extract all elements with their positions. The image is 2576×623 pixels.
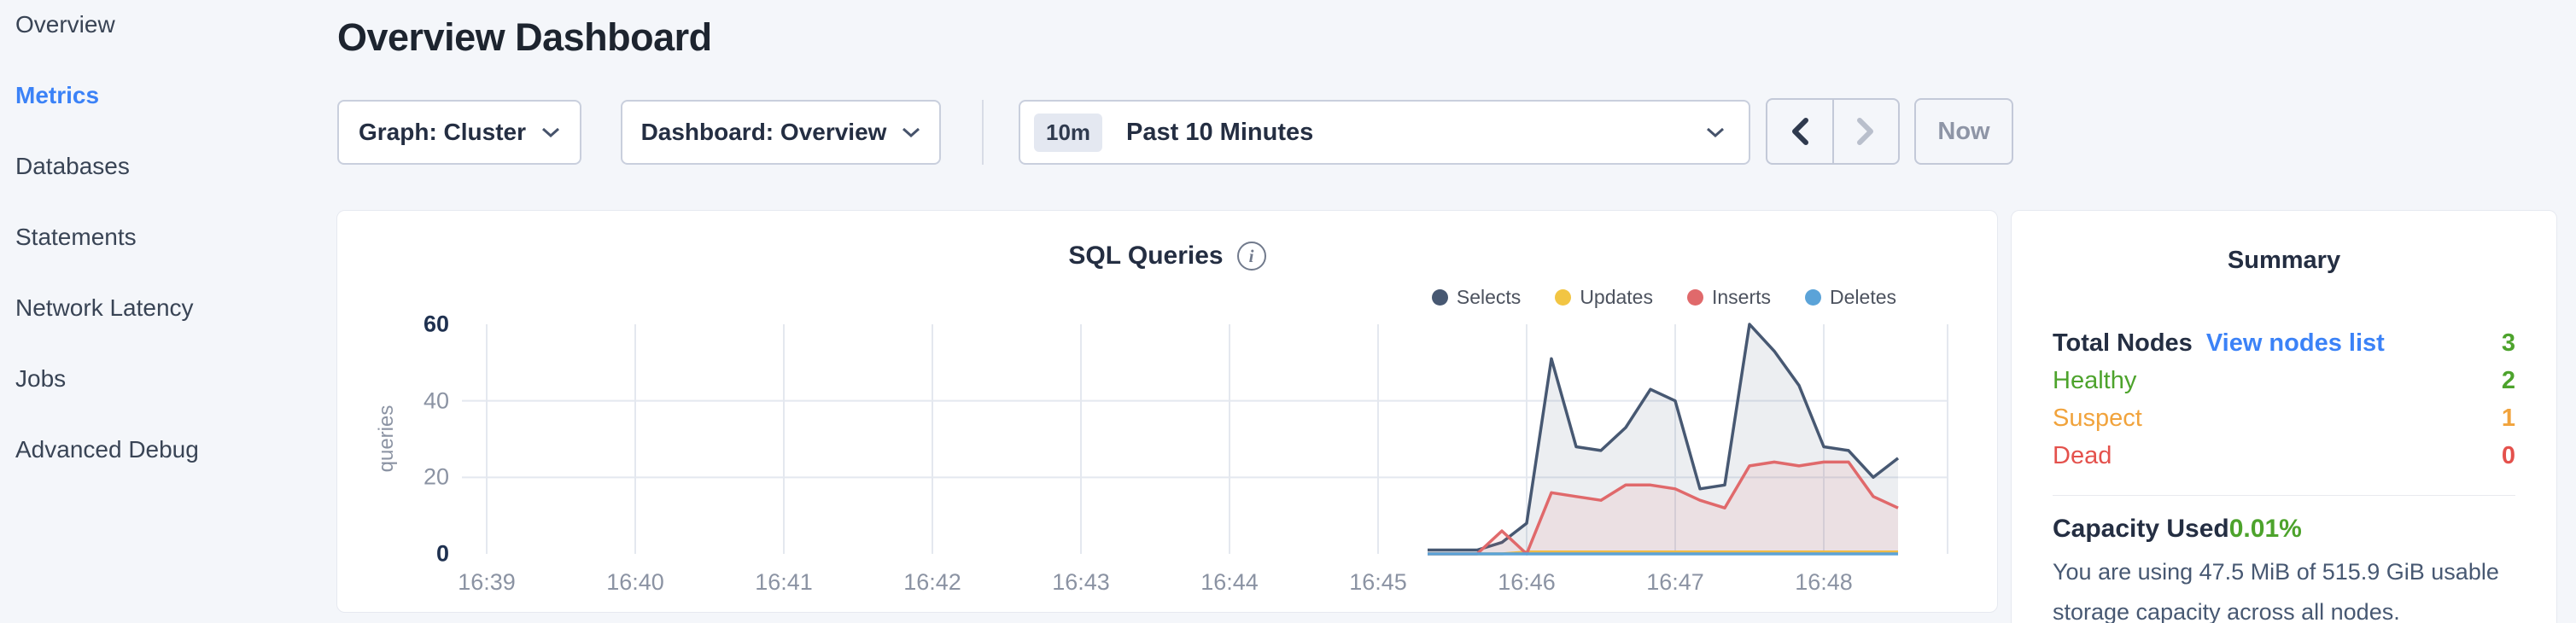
- chart-legend: Selects Updates Inserts Deletes: [1431, 286, 1896, 309]
- time-previous-button[interactable]: [1767, 100, 1832, 163]
- y-tick-label: 20: [423, 463, 449, 490]
- summary-row-healthy: Healthy 2: [2053, 362, 2515, 399]
- summary-row-suspect: Suspect 1: [2053, 399, 2515, 437]
- x-tick-label: 16:48: [1795, 569, 1853, 595]
- dashboard-dropdown-label: Dashboard: Overview: [640, 119, 887, 145]
- sidebar-item-advanced-debug[interactable]: Advanced Debug: [15, 436, 199, 463]
- graph-dropdown-label: Graph: Cluster: [358, 119, 527, 145]
- summary-divider: [2053, 495, 2515, 496]
- capacity-used-value: 0.01%: [2228, 515, 2302, 543]
- capacity-description: You are using 47.5 MiB of 515.9 GiB usab…: [2053, 559, 2499, 623]
- summary-panel: Summary Total Nodes View nodes list 3 He…: [2011, 210, 2557, 623]
- x-tick-label: 16:42: [903, 569, 961, 595]
- chart-title: SQL Queries: [1068, 242, 1224, 270]
- x-tick-label: 16:47: [1646, 569, 1704, 595]
- info-icon[interactable]: i: [1236, 242, 1266, 271]
- dead-value: 0: [2501, 441, 2515, 469]
- chevron-down-icon: [902, 127, 920, 138]
- view-nodes-list-link[interactable]: View nodes list: [2205, 329, 2385, 357]
- total-nodes-label: Total Nodes: [2053, 329, 2193, 357]
- sidebar-item-databases[interactable]: Databases: [15, 153, 130, 179]
- plot-area[interactable]: [462, 323, 1948, 556]
- summary-row-dead: Dead 0: [2053, 437, 2515, 475]
- legend-dot: [1431, 289, 1448, 306]
- chevron-down-icon: [542, 127, 560, 138]
- x-tick-label: 16:43: [1052, 569, 1110, 595]
- y-tick-label: 60: [423, 311, 449, 337]
- time-step-buttons: [1766, 98, 1900, 165]
- legend-item-inserts: Inserts: [1686, 286, 1771, 309]
- sql-queries-chart-panel: SQL Queries i Selects Updates Inserts Delet…: [336, 210, 1998, 613]
- y-axis-title: queries: [375, 405, 398, 473]
- sidebar-item-statements[interactable]: Statements: [15, 224, 137, 250]
- x-tick-label: 16:46: [1498, 569, 1556, 595]
- capacity-used-label: Capacity Used: [2053, 515, 2229, 543]
- toolbar-divider: [982, 100, 984, 165]
- summary-row-total-nodes: Total Nodes View nodes list 3: [2053, 324, 2515, 362]
- legend-item-deletes: Deletes: [1805, 286, 1896, 309]
- legend-dot: [1555, 289, 1572, 306]
- chevron-down-icon: [1707, 127, 1724, 138]
- y-tick-label: 0: [435, 540, 449, 567]
- summary-title: Summary: [2227, 247, 2341, 274]
- x-axis-labels: 16:39 16:40 16:41 16:42 16:43 16:44 16:45 16:46…: [458, 569, 1948, 598]
- x-tick-label: 16:41: [755, 569, 813, 595]
- sidebar-item-overview[interactable]: Overview: [15, 11, 115, 38]
- y-tick-label: 40: [423, 387, 449, 414]
- suspect-value: 1: [2501, 404, 2515, 432]
- chevron-left-icon: [1791, 118, 1808, 145]
- page-title: Overview Dashboard: [337, 15, 712, 59]
- time-range-badge: 10m: [1034, 113, 1103, 152]
- chevron-right-icon: [1857, 118, 1874, 145]
- now-button[interactable]: Now: [1914, 98, 2013, 165]
- legend-item-updates: Updates: [1555, 286, 1653, 309]
- sidebar: Overview Metrics Databases Statements Ne…: [0, 0, 333, 623]
- x-tick-label: 16:39: [458, 569, 516, 595]
- legend-dot: [1805, 289, 1822, 306]
- legend-item-selects: Selects: [1431, 286, 1521, 309]
- total-nodes-value: 3: [2501, 329, 2515, 357]
- dead-label: Dead: [2053, 441, 2112, 469]
- sidebar-item-metrics[interactable]: Metrics: [15, 82, 100, 108]
- y-axis-labels: 0 20 40 60: [337, 312, 449, 567]
- time-range-label: Past 10 Minutes: [1126, 118, 1314, 146]
- suspect-label: Suspect: [2053, 404, 2142, 432]
- time-range-dropdown[interactable]: 10m Past 10 Minutes: [1019, 100, 1750, 165]
- dashboard-dropdown[interactable]: Dashboard: Overview: [621, 100, 941, 165]
- summary-row-capacity: Capacity Used 0.01%: [2053, 515, 2515, 544]
- healthy-label: Healthy: [2053, 366, 2137, 394]
- x-tick-label: 16:45: [1349, 569, 1407, 595]
- healthy-value: 2: [2501, 366, 2515, 394]
- time-next-button[interactable]: [1831, 100, 1899, 163]
- sidebar-item-network-latency[interactable]: Network Latency: [15, 294, 194, 321]
- x-tick-label: 16:40: [606, 569, 664, 595]
- legend-dot: [1686, 289, 1703, 306]
- sidebar-item-jobs[interactable]: Jobs: [15, 365, 67, 392]
- x-tick-label: 16:44: [1200, 569, 1259, 595]
- graph-dropdown[interactable]: Graph: Cluster: [337, 100, 581, 165]
